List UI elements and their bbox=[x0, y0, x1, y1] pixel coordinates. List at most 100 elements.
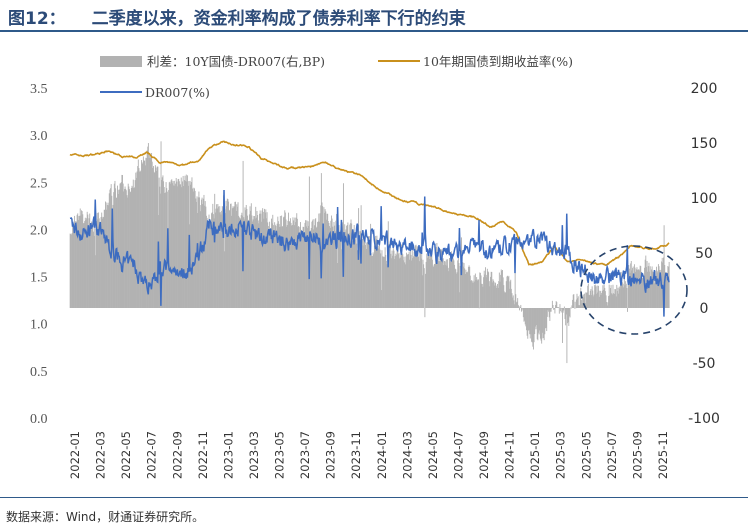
spread-bar bbox=[558, 308, 560, 314]
spread-bar bbox=[577, 298, 579, 308]
spread-bar bbox=[414, 245, 416, 308]
spread-bar bbox=[212, 203, 214, 308]
spread-bar bbox=[327, 221, 329, 308]
spread-bar bbox=[422, 259, 424, 308]
spread-bar bbox=[350, 219, 352, 308]
spread-bar bbox=[367, 242, 369, 308]
spread-bar bbox=[469, 266, 471, 308]
spread-bar bbox=[219, 206, 221, 308]
right-tick-label: 50 bbox=[695, 246, 713, 262]
spread-bar bbox=[424, 308, 426, 318]
x-tick-label: 2022-09 bbox=[170, 431, 184, 479]
spread-bar bbox=[207, 224, 209, 308]
spread-bar bbox=[303, 232, 305, 308]
spread-bar bbox=[587, 283, 589, 308]
spread-bar bbox=[115, 188, 117, 308]
spread-bar bbox=[596, 293, 598, 308]
spread-bar bbox=[615, 296, 617, 308]
spread-bar bbox=[87, 226, 89, 308]
spread-bar bbox=[466, 272, 468, 308]
spread-bar bbox=[457, 257, 459, 308]
spread-bar bbox=[281, 226, 283, 308]
spread-bar bbox=[400, 249, 402, 308]
spread-bar bbox=[515, 302, 517, 308]
spread-bar bbox=[300, 229, 302, 308]
figure-number: 图12： bbox=[8, 9, 66, 29]
spread-bar bbox=[440, 250, 442, 308]
spread-bar bbox=[352, 240, 354, 308]
spread-bar bbox=[336, 213, 337, 308]
spread-bar bbox=[426, 257, 428, 308]
spread-bar bbox=[306, 220, 308, 308]
x-tick-label: 2022-05 bbox=[119, 431, 133, 479]
spread-bar bbox=[288, 212, 290, 308]
spread-bar bbox=[91, 221, 93, 308]
spread-bar bbox=[658, 266, 660, 308]
spread-bar bbox=[98, 212, 100, 308]
spread-bar bbox=[204, 201, 206, 308]
spread-bar bbox=[609, 295, 611, 308]
spread-bar bbox=[147, 146, 149, 308]
spread-bar bbox=[178, 178, 180, 308]
spread-bar bbox=[138, 168, 140, 308]
spread-bar bbox=[642, 275, 644, 308]
spread-bar bbox=[560, 308, 562, 313]
spread-bar bbox=[657, 272, 659, 308]
spread-bar bbox=[452, 257, 454, 308]
spread-bar bbox=[104, 209, 106, 308]
spread-bar bbox=[628, 265, 630, 308]
spread-bar bbox=[504, 292, 506, 308]
spread-bar bbox=[94, 222, 96, 308]
spread-bar bbox=[90, 227, 92, 308]
spread-bar bbox=[186, 181, 188, 308]
spread-bar bbox=[527, 308, 529, 331]
spread-bar bbox=[93, 231, 94, 308]
spread-bar bbox=[408, 251, 410, 308]
spread-bar bbox=[423, 264, 425, 308]
spread-bar bbox=[548, 308, 550, 312]
spread-bar bbox=[586, 292, 588, 308]
spread-bar bbox=[344, 224, 346, 308]
spread-bar bbox=[82, 214, 84, 308]
spread-bar bbox=[451, 260, 453, 308]
spread-bar bbox=[437, 251, 439, 308]
spread-bar bbox=[161, 179, 163, 308]
spread-bar bbox=[570, 307, 572, 309]
spread-bar bbox=[421, 249, 423, 308]
spread-bar bbox=[335, 220, 337, 308]
x-tick-label: 2024-01 bbox=[375, 431, 389, 479]
spread-bar bbox=[216, 208, 218, 308]
spread-bar bbox=[497, 283, 498, 308]
x-tick-label: 2024-05 bbox=[426, 431, 440, 479]
spread-bar bbox=[95, 228, 97, 308]
spread-bar bbox=[77, 219, 79, 308]
spread-bar bbox=[360, 231, 361, 308]
spread-bar bbox=[484, 274, 486, 308]
spread-bar bbox=[243, 219, 245, 308]
x-tick-label: 2023-09 bbox=[324, 431, 338, 479]
spread-bar bbox=[233, 207, 235, 308]
spread-bar bbox=[272, 214, 274, 308]
spread-bar bbox=[142, 163, 144, 308]
spread-bar bbox=[653, 275, 655, 308]
spread-bar bbox=[361, 240, 363, 308]
spread-bar bbox=[245, 204, 247, 308]
spread-bar bbox=[543, 308, 545, 338]
spread-bar bbox=[159, 193, 161, 308]
spread-bar bbox=[579, 294, 581, 308]
spread-bar bbox=[556, 302, 558, 308]
spread-bar bbox=[560, 308, 562, 312]
spread-bar bbox=[638, 269, 640, 308]
spread-bar bbox=[135, 172, 137, 308]
spread-bar bbox=[323, 207, 325, 308]
spread-bar bbox=[559, 304, 561, 308]
spread-bar bbox=[135, 177, 137, 308]
spread-bar bbox=[439, 259, 441, 308]
spread-bar bbox=[469, 275, 471, 308]
spread-bar bbox=[333, 222, 335, 308]
spread-bar bbox=[293, 225, 295, 308]
spread-bar bbox=[213, 218, 215, 308]
spread-bar bbox=[660, 269, 662, 308]
spread-bar bbox=[441, 249, 443, 308]
spread-bar bbox=[502, 277, 504, 308]
